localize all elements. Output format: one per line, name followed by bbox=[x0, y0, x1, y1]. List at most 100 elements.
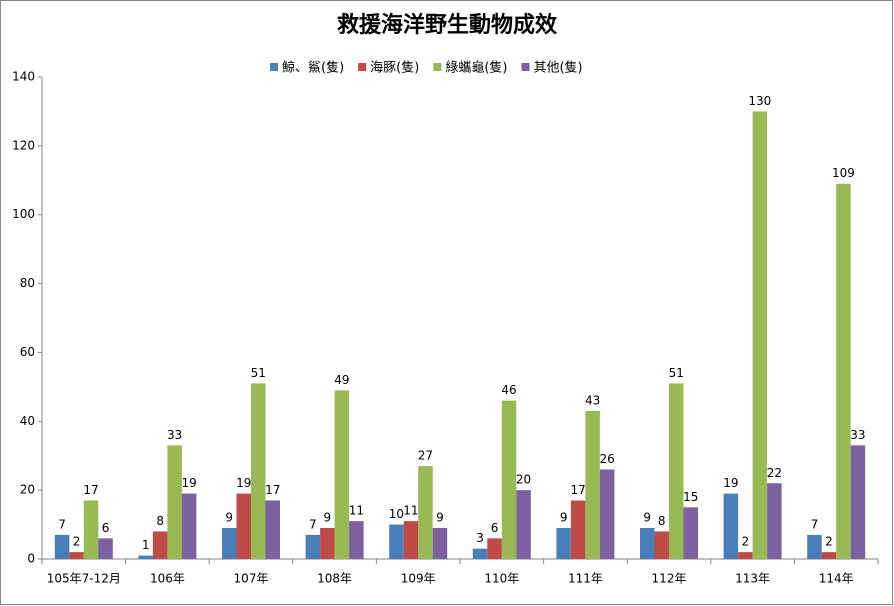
data-label: 2 bbox=[73, 535, 81, 549]
bar bbox=[320, 528, 335, 559]
data-label: 17 bbox=[571, 483, 586, 497]
data-label: 7 bbox=[309, 517, 317, 531]
legend-swatch bbox=[521, 63, 530, 71]
bar bbox=[640, 528, 655, 559]
bar bbox=[251, 383, 266, 559]
bar bbox=[418, 466, 433, 559]
data-label: 109 bbox=[832, 166, 855, 180]
legend-label: 海豚(隻) bbox=[370, 61, 419, 76]
x-tick-label: 114年 bbox=[819, 572, 854, 586]
data-label: 9 bbox=[643, 511, 651, 525]
bar bbox=[599, 469, 615, 559]
y-tick-label: 140 bbox=[12, 70, 35, 84]
x-tick-label: 110年 bbox=[484, 572, 519, 586]
bar bbox=[167, 445, 182, 559]
bar bbox=[487, 538, 502, 559]
bar bbox=[98, 538, 113, 559]
bar bbox=[821, 552, 837, 559]
data-label: 20 bbox=[516, 473, 531, 487]
bar bbox=[265, 500, 280, 559]
bar bbox=[432, 528, 448, 559]
x-tick-label: 108年 bbox=[317, 572, 352, 586]
bar bbox=[585, 410, 600, 559]
bar bbox=[850, 445, 866, 559]
data-label: 6 bbox=[491, 521, 499, 535]
data-label: 10 bbox=[389, 507, 404, 521]
y-tick-label: 20 bbox=[20, 483, 35, 497]
bar bbox=[389, 524, 404, 559]
data-label: 2 bbox=[742, 535, 750, 549]
data-label: 8 bbox=[658, 514, 666, 528]
bar bbox=[54, 534, 70, 559]
x-tick-label: 112年 bbox=[652, 572, 687, 586]
data-label: 9 bbox=[560, 511, 568, 525]
legend-label: 鯨、鯊(隻) bbox=[282, 61, 344, 76]
bar bbox=[69, 552, 84, 559]
data-label: 51 bbox=[669, 366, 684, 380]
bar bbox=[723, 493, 739, 559]
legend-swatch bbox=[358, 63, 367, 71]
x-tick-label: 107年 bbox=[234, 572, 269, 586]
chart-title: 救援海洋野生動物成效 bbox=[337, 12, 557, 38]
bar bbox=[738, 552, 753, 559]
y-tick-label: 80 bbox=[20, 276, 35, 290]
y-tick-label: 120 bbox=[12, 138, 35, 152]
bar bbox=[305, 534, 321, 559]
y-tick-label: 60 bbox=[20, 345, 35, 359]
data-label: 19 bbox=[236, 476, 251, 490]
data-label: 17 bbox=[265, 483, 280, 497]
data-label: 130 bbox=[748, 94, 771, 108]
data-label: 33 bbox=[167, 428, 182, 442]
data-label: 11 bbox=[403, 504, 418, 518]
legend-label: 綠蠵龜(隻) bbox=[445, 61, 507, 76]
legend-swatch bbox=[433, 63, 442, 71]
legend-label: 其他(隻) bbox=[533, 61, 582, 76]
bar bbox=[669, 383, 684, 559]
bar bbox=[83, 500, 99, 559]
bar bbox=[807, 534, 822, 559]
data-label: 1 bbox=[142, 538, 150, 552]
data-label: 3 bbox=[476, 531, 484, 545]
data-label: 8 bbox=[156, 514, 164, 528]
data-label: 43 bbox=[585, 393, 600, 407]
data-label: 9 bbox=[436, 511, 444, 525]
data-label: 27 bbox=[418, 449, 433, 463]
data-label: 2 bbox=[825, 535, 833, 549]
bar bbox=[181, 493, 197, 559]
data-label: 49 bbox=[334, 373, 349, 387]
data-label: 19 bbox=[182, 476, 197, 490]
bar bbox=[349, 521, 364, 559]
bar bbox=[152, 531, 168, 559]
x-tick-label: 113年 bbox=[735, 572, 770, 586]
data-label: 17 bbox=[83, 483, 98, 497]
bar bbox=[752, 111, 768, 559]
data-label: 33 bbox=[850, 428, 865, 442]
data-label: 7 bbox=[811, 517, 819, 531]
bar bbox=[472, 548, 488, 559]
bar bbox=[767, 483, 782, 559]
data-label: 9 bbox=[324, 511, 332, 525]
data-label: 11 bbox=[349, 504, 364, 518]
bar bbox=[556, 528, 571, 559]
bar bbox=[236, 493, 251, 559]
y-tick-label: 0 bbox=[27, 552, 35, 566]
data-label: 26 bbox=[600, 452, 615, 466]
legend-swatch bbox=[270, 63, 278, 71]
y-tick-label: 100 bbox=[12, 207, 35, 221]
data-label: 6 bbox=[102, 521, 110, 535]
bar bbox=[403, 521, 419, 559]
data-label: 19 bbox=[723, 476, 738, 490]
x-tick-label: 109年 bbox=[401, 572, 436, 586]
y-tick-label: 40 bbox=[20, 414, 35, 428]
bar bbox=[683, 507, 698, 559]
data-label: 9 bbox=[225, 511, 233, 525]
bar bbox=[138, 555, 153, 559]
x-tick-label: 105年7-12月 bbox=[47, 572, 121, 586]
bar bbox=[334, 390, 350, 559]
x-tick-label: 111年 bbox=[568, 572, 603, 586]
bar bbox=[501, 400, 517, 559]
bar bbox=[654, 531, 669, 559]
data-label: 46 bbox=[501, 383, 516, 397]
